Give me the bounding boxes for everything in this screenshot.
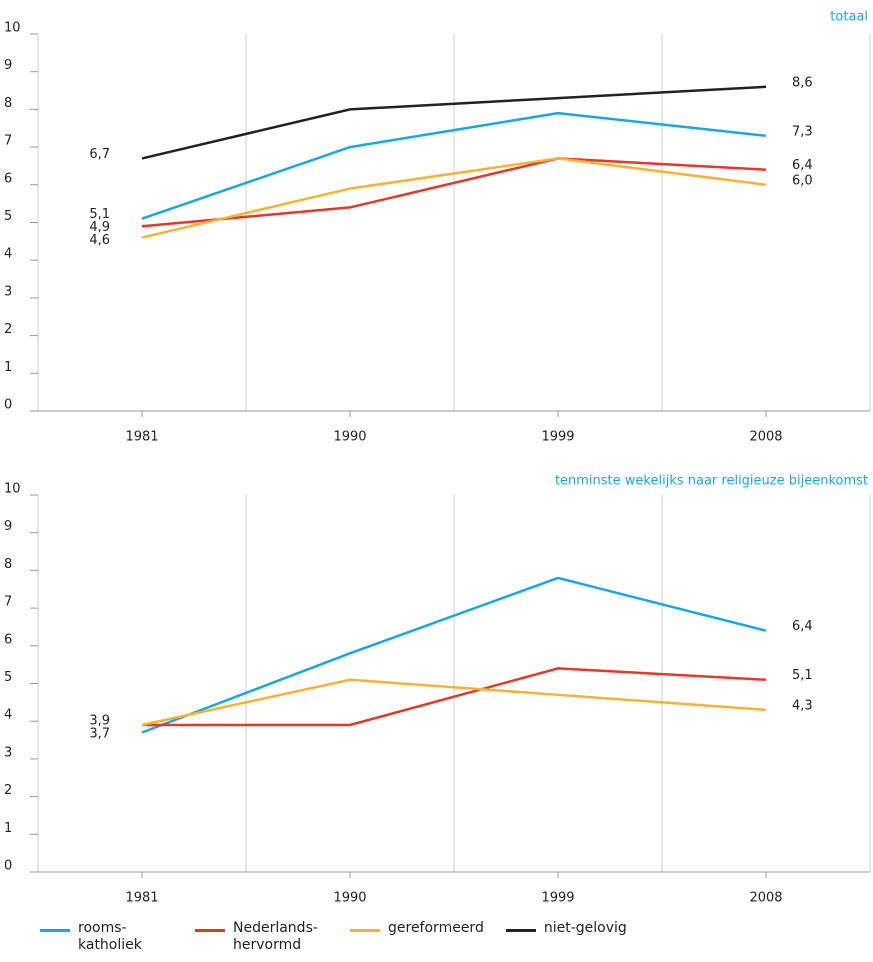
x-tick-label: 2008 (749, 430, 782, 445)
legend-swatch (350, 929, 380, 932)
data-label: 6,7 (89, 147, 110, 162)
line (141, 157, 767, 228)
line (141, 111, 767, 220)
legend-item: Nederlands-hervormd (195, 920, 328, 954)
chart-title: totaal (830, 10, 868, 25)
data-label: 4,6 (89, 233, 110, 248)
y-tick-label: 0 (4, 859, 12, 874)
y-tick-label: 8 (4, 96, 12, 111)
x-tick-label: 1999 (541, 430, 574, 445)
legend-item: rooms-katholiek (40, 920, 173, 954)
line (141, 157, 767, 239)
legend-label: gereformeerd (388, 920, 484, 936)
data-label: 5,1 (89, 207, 110, 222)
legend-swatch (195, 929, 225, 932)
y-tick-label: 6 (4, 632, 12, 647)
data-label: 3,7 (89, 726, 110, 741)
y-tick-label: 4 (4, 708, 12, 723)
y-tick-label: 1 (4, 360, 12, 375)
y-tick-label: 7 (4, 595, 12, 610)
y-tick-label: 9 (4, 58, 12, 73)
legend-label: Nederlands-hervormd (233, 920, 318, 953)
legend-item: gereformeerd (350, 920, 484, 954)
y-tick-label: 1 (4, 821, 12, 836)
y-tick-label: 3 (4, 745, 12, 760)
legend-item: niet-gelovig (505, 920, 627, 954)
legend-label: rooms-katholiek (78, 920, 142, 953)
line (141, 678, 767, 727)
y-tick-label: 9 (4, 519, 12, 534)
line (141, 576, 767, 734)
legend-swatch (40, 929, 70, 932)
chart-title: tenminste wekelijks naar religieuze bije… (555, 474, 868, 489)
line (142, 667, 767, 727)
data-label: 4,9 (89, 220, 110, 235)
x-tick-label: 1999 (541, 891, 574, 906)
data-label: 4,3 (792, 698, 813, 713)
legend: rooms-katholiek Nederlands-hervormd gerefo… (40, 920, 649, 954)
x-tick-label: 1981 (125, 430, 158, 445)
data-label: 7,3 (792, 124, 813, 139)
y-tick-label: 5 (4, 209, 12, 224)
x-tick-label: 1990 (333, 891, 366, 906)
y-tick-label: 4 (4, 247, 12, 262)
y-tick-label: 3 (4, 284, 12, 299)
y-tick-label: 2 (4, 322, 12, 337)
y-tick-label: 8 (4, 557, 12, 572)
y-tick-label: 5 (4, 670, 12, 685)
x-tick-label: 2008 (749, 891, 782, 906)
x-tick-label: 1990 (333, 430, 366, 445)
legend-label: niet-gelovig (543, 920, 627, 936)
line (141, 85, 767, 160)
y-tick-label: 7 (4, 134, 12, 149)
data-label: 3,9 (89, 713, 110, 728)
y-tick-label: 6 (4, 171, 12, 186)
data-label: 6,0 (792, 173, 813, 188)
y-tick-label: 10 (4, 482, 21, 497)
x-tick-label: 1981 (125, 891, 158, 906)
data-label: 5,1 (792, 668, 813, 683)
y-tick-label: 0 (4, 398, 12, 413)
data-label: 6,4 (792, 158, 813, 173)
legend-swatch (505, 929, 536, 932)
data-label: 8,6 (792, 75, 813, 90)
data-label: 6,4 (792, 619, 813, 634)
y-tick-label: 2 (4, 783, 12, 798)
y-tick-label: 10 (4, 21, 21, 36)
